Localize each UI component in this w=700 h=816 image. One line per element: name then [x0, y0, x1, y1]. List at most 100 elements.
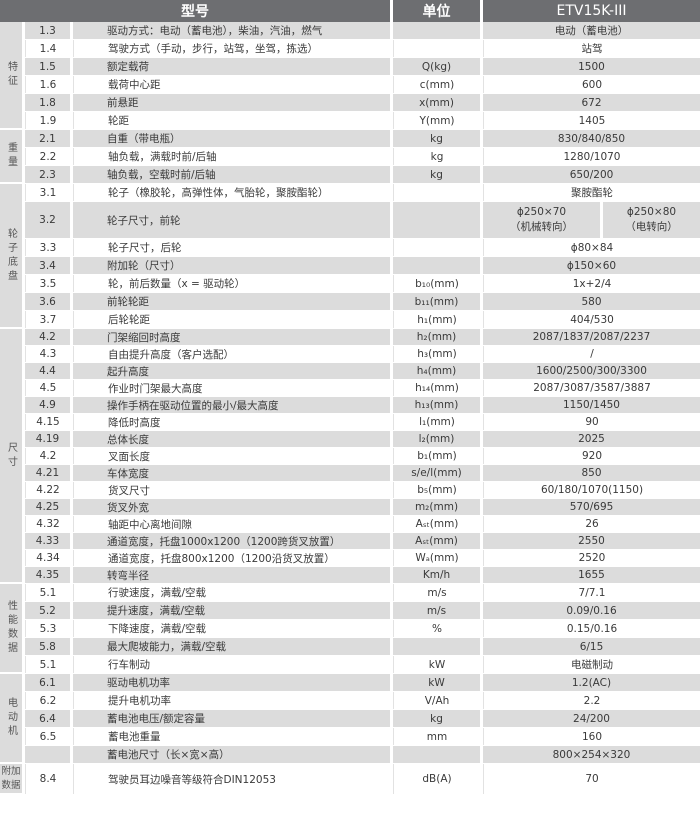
item-unit: kg [393, 166, 480, 183]
table-row: 3.6 前轮轮距 b₁₁(mm) 580 [25, 293, 700, 310]
group-label-text: 轮子底盘 [5, 227, 17, 284]
item-unit: h₁₃(mm) [393, 397, 480, 413]
item-number: 1.6 [25, 76, 70, 93]
table-row: 1.3 驱动方式：电动（蓄电池），柴油，汽油，燃气 电动（蓄电池） [25, 22, 700, 39]
item-value: 2087/3087/3587/3887 [483, 380, 700, 396]
item-unit [393, 239, 480, 256]
item-number: 6.5 [25, 728, 70, 745]
item-number: 3.5 [25, 275, 70, 292]
table-row: 4.22 货叉尺寸 b₅(mm) 60/180/1070(1150) [25, 482, 700, 498]
group-label-text: 电动机 [5, 697, 17, 739]
item-value: ϕ80×84 [483, 239, 700, 256]
item-description: 行车制动 [73, 656, 390, 673]
table-row: 5.1 行车制动 kW 电磁制动 [25, 656, 700, 673]
item-description: 降低时高度 [73, 414, 390, 430]
item-value: 830/840/850 [483, 130, 700, 147]
item-value: 7/7.1 [483, 584, 700, 601]
item-description: 轮子尺寸，后轮 [73, 239, 390, 256]
item-unit [393, 40, 480, 57]
table-row: 8.4 驾驶员耳边噪音等级符合DIN12053 dB(A) 70 [25, 764, 700, 794]
item-number: 5.1 [25, 584, 70, 601]
item-description: 轴距中心离地间隙 [73, 516, 390, 532]
item-unit: l₂(mm) [393, 431, 480, 447]
table-row: 3.3 轮子尺寸，后轮 ϕ80×84 [25, 239, 700, 256]
item-unit: Wₐ(mm) [393, 550, 480, 566]
item-value: 2087/1837/2087/2237 [483, 329, 700, 345]
item-value: 聚胺酯轮 [483, 184, 700, 201]
item-description: 货叉外宽 [73, 499, 390, 515]
item-description: 提升速度，满载/空载 [73, 602, 390, 619]
item-value: 2520 [483, 550, 700, 566]
item-description: 自重（带电瓶） [73, 130, 390, 147]
item-number: 2.2 [25, 148, 70, 165]
item-description: 驱动电机功率 [73, 674, 390, 691]
table-row: 1.6 载荷中心距 c(mm) 600 [25, 76, 700, 93]
item-description: 载荷中心距 [73, 76, 390, 93]
item-unit: Aₛₜ(mm) [393, 533, 480, 549]
item-unit: h₄(mm) [393, 363, 480, 379]
item-number: 4.33 [25, 533, 70, 549]
item-unit: h₃(mm) [393, 346, 480, 362]
item-number: 6.2 [25, 692, 70, 709]
table-row: 4.21 车体宽度 s/e/l(mm) 850 [25, 465, 700, 481]
item-value: 电磁制动 [483, 656, 700, 673]
value-note: （机械转向） [510, 221, 573, 233]
item-description: 后轮轮距 [73, 311, 390, 328]
item-unit: l₁(mm) [393, 414, 480, 430]
table-row: 4.19 总体长度 l₂(mm) 2025 [25, 431, 700, 447]
item-unit: m/s [393, 584, 480, 601]
table-row: 4.4 起升高度 h₄(mm) 1600/2500/300/3300 [25, 363, 700, 379]
table-row: 1.4 驾驶方式（手动，步行，站驾，坐驾，拣选） 站驾 [25, 40, 700, 57]
item-number: 4.34 [25, 550, 70, 566]
item-description: 货叉尺寸 [73, 482, 390, 498]
table-row: 4.34 通道宽度，托盘800x1200（1200沿货叉放置） Wₐ(mm) 2520 [25, 550, 700, 566]
item-number: 5.3 [25, 620, 70, 637]
item-unit [393, 202, 480, 238]
item-description: 下降速度，满载/空载 [73, 620, 390, 637]
item-unit: kg [393, 148, 480, 165]
item-description: 门架缩回时高度 [73, 329, 390, 345]
table-row: 5.3 下降速度，满载/空载% 0.15/0.16 [25, 620, 700, 637]
item-unit: h₁₄(mm) [393, 380, 480, 396]
item-number: 3.6 [25, 293, 70, 310]
group-label-text: 特征 [5, 61, 17, 89]
table-row: 3.7 后轮轮距 h₁(mm) 404/530 [25, 311, 700, 328]
table-row: 2.1 自重（带电瓶） kg 830/840/850 [25, 130, 700, 147]
item-value: 1.2(AC) [483, 674, 700, 691]
item-description: 前悬距 [73, 94, 390, 111]
item-value: 0.15/0.16 [483, 620, 700, 637]
group-label: 重量 [0, 130, 22, 182]
item-number: 4.3 [25, 346, 70, 362]
item-value: 6/15 [483, 638, 700, 655]
item-value-electric: ϕ250×80 （电转向） [603, 202, 700, 238]
item-value: 2025 [483, 431, 700, 447]
item-number: 4.2 [25, 448, 70, 464]
item-description: 车体宽度 [73, 465, 390, 481]
table-row: 1.9 轮距 Y(mm) 1405 [25, 112, 700, 129]
item-description: 总体长度 [73, 431, 390, 447]
table-row: 5.1 行驶速度，满载/空载 m/s 7/7.1 [25, 584, 700, 601]
item-number: 3.3 [25, 239, 70, 256]
item-description: 轮子尺寸，前轮 [73, 202, 390, 238]
item-description: 驾驶员耳边噪音等级符合DIN12053 [73, 764, 390, 794]
table-row: 4.25 货叉外宽 m₂(mm) 570/695 [25, 499, 700, 515]
item-number: 4.21 [25, 465, 70, 481]
item-value: ϕ150×60 [483, 257, 700, 274]
item-value: 850 [483, 465, 700, 481]
item-value: 70 [483, 764, 700, 794]
item-unit: kg [393, 710, 480, 727]
table-row: 5.8 最大爬坡能力，满载/空载 6/15 [25, 638, 700, 655]
item-value: 90 [483, 414, 700, 430]
item-unit: b₁₁(mm) [393, 293, 480, 310]
item-number: 4.22 [25, 482, 70, 498]
item-number: 2.3 [25, 166, 70, 183]
item-unit: Aₛₜ(mm) [393, 516, 480, 532]
item-description: 轮子（橡胶轮，高弹性体，气胎轮，聚胺酯轮） [73, 184, 390, 201]
item-number: 3.2 [25, 202, 70, 238]
item-number: 4.5 [25, 380, 70, 396]
item-description: 轴负载，满载时前/后轴 [73, 148, 390, 165]
item-number: 4.35 [25, 567, 70, 583]
item-value: 650/200 [483, 166, 700, 183]
item-value: 580 [483, 293, 700, 310]
item-value: / [483, 346, 700, 362]
